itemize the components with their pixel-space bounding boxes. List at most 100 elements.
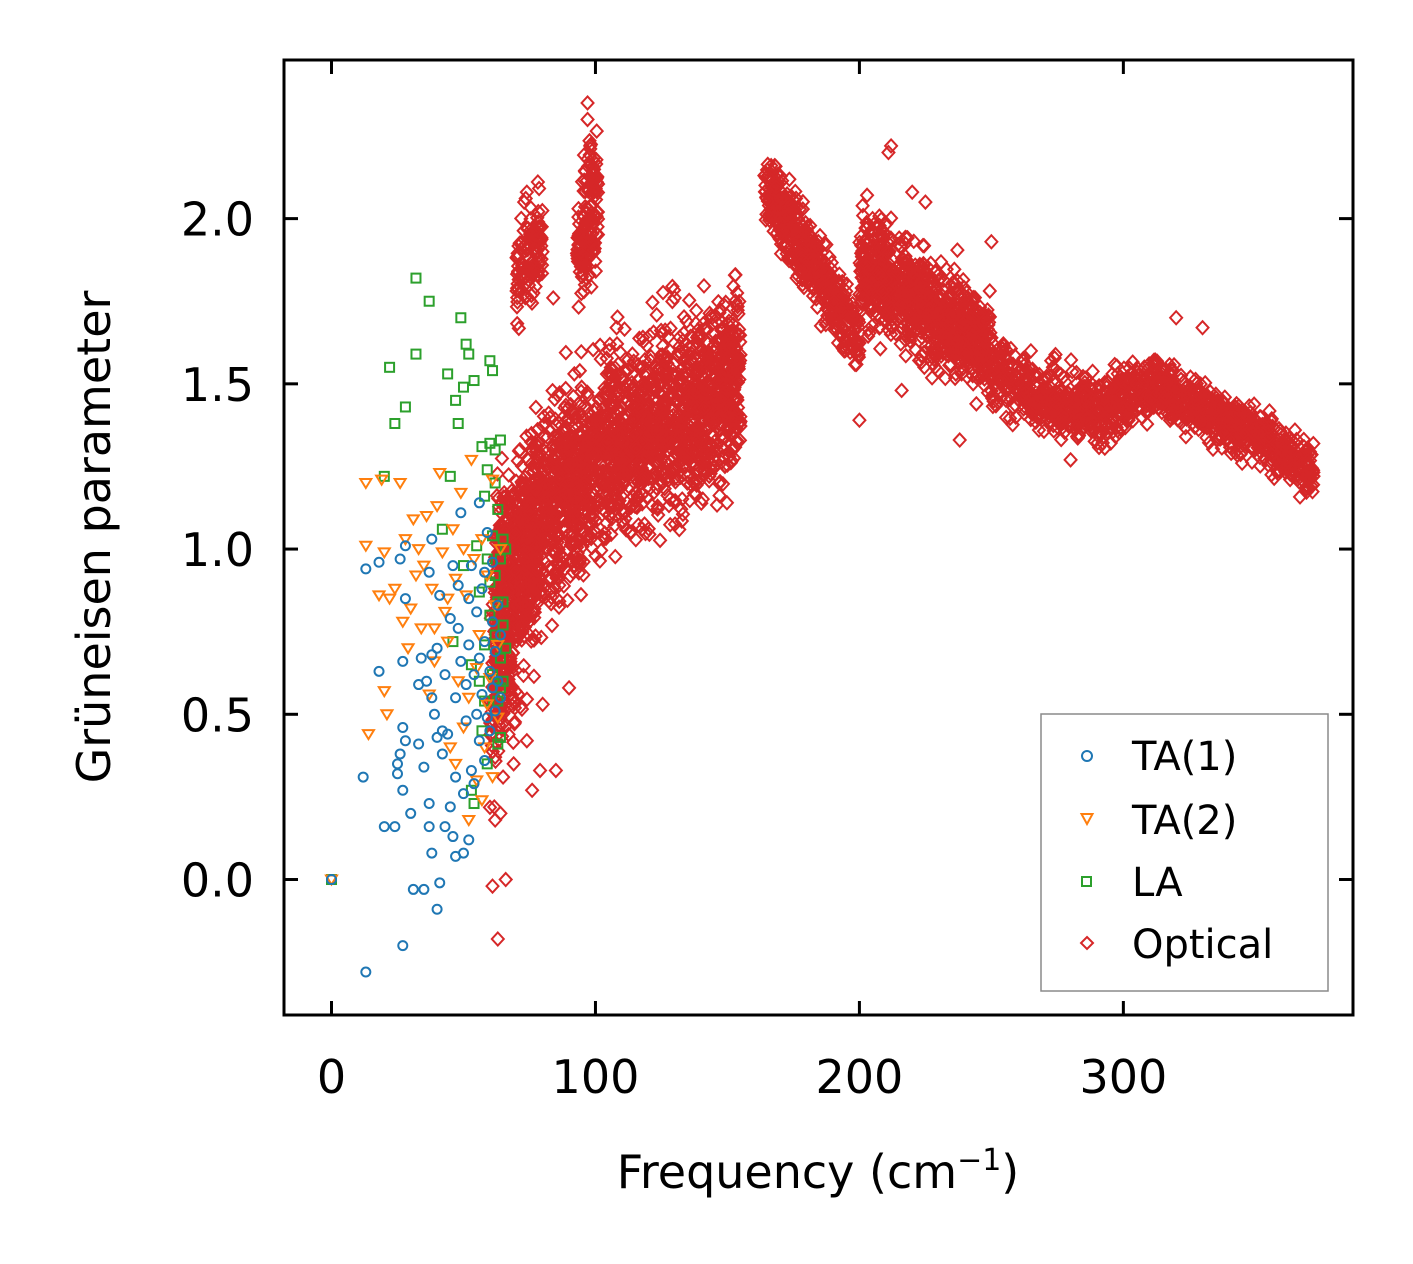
optical-point	[1085, 363, 1100, 380]
optical-point	[895, 262, 911, 279]
optical-point	[593, 351, 609, 368]
optical-point	[697, 381, 713, 398]
optical-point	[549, 591, 565, 607]
optical-point	[697, 364, 713, 381]
optical-point	[1178, 428, 1194, 445]
optical-point	[726, 365, 742, 382]
optical-point	[646, 324, 661, 341]
optical-point	[605, 481, 621, 498]
optical-point	[729, 352, 745, 369]
optical-point	[855, 268, 870, 285]
optical-point	[712, 408, 728, 425]
optical-point	[1060, 397, 1076, 414]
optical-point	[627, 493, 643, 510]
optical-point	[713, 347, 729, 364]
optical-point	[598, 388, 614, 405]
optical-point	[1008, 369, 1024, 386]
optical-point	[664, 375, 680, 392]
optical-point	[803, 228, 819, 245]
optical-point	[567, 486, 583, 503]
optical-point	[688, 486, 704, 503]
optical-point	[655, 284, 671, 301]
optical-point	[883, 318, 899, 335]
optical-point	[539, 506, 555, 523]
optical-point	[512, 441, 528, 458]
optical-point	[726, 327, 741, 344]
optical-point	[949, 281, 965, 298]
optical-point	[1068, 421, 1083, 438]
optical-point	[1120, 402, 1136, 419]
optical-point	[636, 387, 652, 404]
optical-point	[792, 256, 808, 273]
optical-point	[1054, 382, 1070, 399]
optical-point	[880, 245, 896, 262]
optical-point	[578, 528, 594, 545]
optical-point	[958, 354, 974, 371]
optical-point	[780, 206, 796, 223]
optical-point	[603, 366, 619, 383]
optical-point	[819, 265, 834, 282]
optical-point	[806, 251, 822, 268]
optical-point	[562, 516, 578, 533]
optical-point	[946, 346, 961, 363]
optical-point	[707, 459, 722, 476]
optical-point	[617, 321, 632, 338]
optical-point	[1107, 356, 1123, 373]
optical-point	[652, 532, 668, 549]
optical-point	[1021, 366, 1037, 383]
optical-point	[605, 504, 620, 521]
optical-point	[667, 492, 683, 509]
optical-point	[870, 248, 885, 265]
optical-point	[940, 331, 956, 348]
optical-point	[709, 441, 725, 458]
optical-point	[690, 461, 706, 478]
optical-point	[560, 457, 575, 474]
optical-point	[575, 247, 591, 264]
optical-point	[696, 347, 712, 364]
optical-point	[573, 343, 589, 360]
optical-point	[516, 588, 531, 605]
optical-point	[523, 515, 539, 532]
optical-point	[997, 380, 1013, 397]
optical-point	[528, 534, 544, 551]
optical-point	[517, 628, 532, 645]
optical-point	[1005, 416, 1021, 433]
optical-point	[883, 326, 899, 343]
optical-point	[872, 340, 888, 357]
optical-point	[696, 277, 712, 294]
optical-point	[551, 415, 567, 432]
optical-point	[906, 286, 922, 303]
optical-point	[519, 220, 534, 236]
optical-point	[615, 419, 631, 436]
optical-point	[701, 412, 717, 429]
optical-point	[1043, 352, 1059, 369]
optical-point	[900, 324, 916, 341]
optical-point	[713, 369, 728, 386]
optical-point	[724, 362, 740, 379]
optical-point	[551, 426, 566, 443]
optical-point	[583, 278, 599, 295]
optical-point	[835, 340, 851, 357]
optical-point	[872, 319, 888, 336]
optical-point	[954, 334, 970, 351]
optical-point	[727, 412, 743, 429]
optical-point	[517, 276, 533, 293]
optical-point	[883, 230, 899, 247]
optical-point	[511, 320, 527, 337]
optical-point	[813, 317, 829, 334]
optical-point	[906, 270, 922, 287]
optical-point	[541, 570, 557, 587]
optical-point	[904, 301, 919, 318]
optical-point	[644, 470, 659, 487]
optical-point	[891, 277, 906, 294]
optical-point	[919, 299, 935, 316]
optical-point	[948, 365, 964, 382]
optical-point	[661, 411, 677, 428]
optical-point	[714, 430, 730, 447]
optical-point	[897, 229, 913, 246]
optical-point	[826, 294, 842, 310]
optical-point	[854, 290, 870, 307]
optical-point	[571, 425, 586, 442]
optical-point	[677, 465, 693, 482]
optical-point	[1071, 427, 1087, 444]
